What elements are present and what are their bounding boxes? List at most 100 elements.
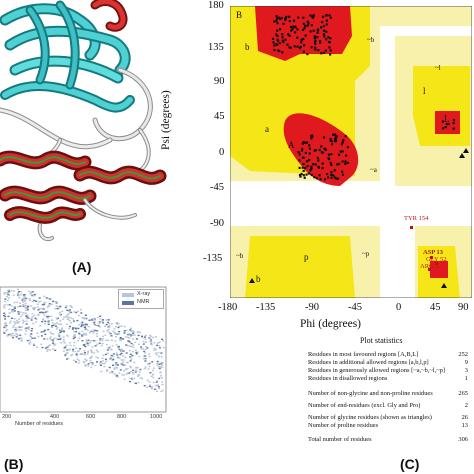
residue-point: [318, 174, 321, 177]
scatter-point: [56, 308, 59, 310]
scatter-point: [69, 311, 72, 314]
scatter-point: [122, 359, 125, 361]
scatter-point: [26, 339, 29, 342]
residue-point: [309, 14, 312, 17]
scatter-point: [50, 303, 53, 305]
scatter-point: [12, 326, 15, 329]
residue-point: [298, 166, 301, 169]
ramachandran-plot: B b ~b a A ~a l L ~l p ~p b ~b TYR 154 A…: [229, 5, 473, 299]
residue-point: [310, 168, 313, 171]
residue-point: [298, 153, 301, 156]
scatter-point: [63, 330, 65, 333]
residue-point: [444, 126, 447, 129]
scatter-point: [93, 317, 96, 320]
scatter-point: [27, 317, 30, 319]
scatter-point: [116, 354, 119, 356]
scatter-point: [142, 340, 145, 343]
x-tick-label: -135: [256, 302, 276, 313]
residue-point: [308, 158, 311, 162]
scatter-point: [30, 319, 33, 321]
scatter-point: [50, 315, 53, 318]
scatter-point: [3, 312, 6, 314]
scatter-point: [158, 347, 161, 349]
scatter-point: [60, 323, 62, 325]
scatter-point: [13, 301, 16, 304]
scatter-point: [117, 326, 120, 329]
scatter-point: [80, 323, 83, 325]
scatter-point: [23, 320, 25, 323]
residue-point: [313, 35, 316, 38]
scatter-point: [156, 380, 159, 382]
residue-point: [330, 140, 334, 143]
residue-point: [306, 20, 309, 23]
scatter-point: [125, 329, 128, 332]
scatter-point: [13, 310, 16, 312]
scatter-point: [101, 357, 104, 359]
scatter-point: [56, 317, 59, 319]
scatter-point: [132, 369, 135, 372]
scatter-point: [135, 382, 137, 385]
scatter-point: [16, 306, 19, 308]
scatter-point: [7, 293, 10, 296]
residue-point: [330, 163, 333, 166]
scatter-point: [114, 363, 117, 365]
scatter-point: [87, 350, 90, 352]
scatter-point: [73, 336, 76, 338]
scatter-point: [101, 335, 104, 338]
scatter-point: [50, 333, 53, 335]
scatter-point: [40, 343, 43, 345]
scatter-point: [84, 326, 87, 328]
scatter-point: [90, 352, 93, 354]
scatter-point: [108, 323, 111, 325]
stat-value: 2: [464, 402, 468, 409]
residue-point: [346, 161, 349, 164]
scatter-point: [153, 347, 156, 350]
scatter-point: [25, 327, 28, 329]
scatter-point: [81, 353, 84, 355]
scatter-point: [84, 318, 87, 320]
scatter-point: [97, 325, 100, 327]
scatter-point: [64, 354, 67, 356]
residue-point: [282, 41, 285, 44]
scatter-point: [137, 374, 140, 376]
scatter-point: [55, 325, 57, 327]
scatter-point: [31, 327, 34, 330]
scatter-point: [121, 374, 124, 376]
residue-point: [325, 23, 328, 26]
scatter-point: [155, 354, 158, 356]
scatter-point: [40, 307, 43, 310]
residue-point: [342, 139, 345, 142]
y-tick-label: 0: [219, 147, 225, 158]
scatter-point: [118, 357, 121, 359]
scatter-point: [61, 310, 64, 313]
scatter-point: [29, 305, 32, 307]
residue-point: [299, 45, 302, 48]
scatter-point: [41, 303, 44, 306]
residue-point: [322, 136, 326, 139]
scatter-point: [9, 334, 12, 336]
scatter-point: [20, 293, 23, 296]
residue-point: [305, 173, 308, 176]
scatter-point: [118, 325, 121, 327]
scatter-point: [84, 365, 87, 367]
scatter-point: [76, 355, 78, 357]
scatter-point: [135, 369, 138, 371]
scatter-point: [158, 363, 161, 365]
scatter-point: [8, 289, 11, 291]
scatter-point: [44, 329, 47, 331]
scatter-point: [135, 353, 138, 355]
residue-point: [278, 42, 281, 45]
scatter-point: [54, 323, 57, 325]
residue-point: [323, 147, 326, 150]
scatter-point: [24, 333, 27, 335]
scatter-point: [138, 355, 141, 358]
stat-label: Number of non-glycine and non-proline re…: [308, 390, 433, 397]
scatter-point: [47, 321, 50, 324]
scatter-point: [152, 367, 155, 369]
scatter-point: [125, 344, 128, 346]
residue-point: [313, 40, 317, 43]
scatter-point: [102, 338, 105, 340]
residue-point: [334, 137, 337, 141]
scatter-point: [46, 317, 49, 319]
scatter-point: [18, 326, 21, 328]
